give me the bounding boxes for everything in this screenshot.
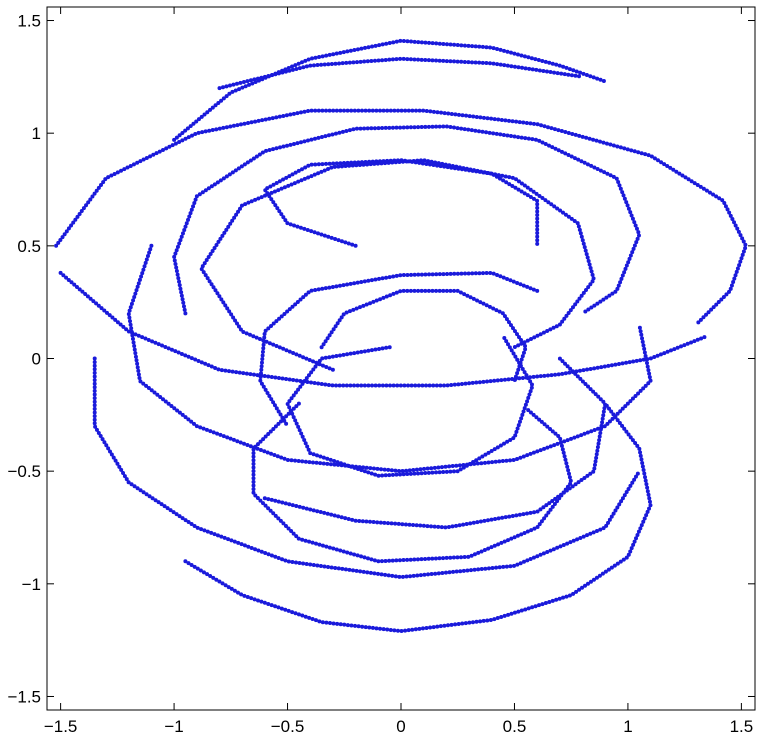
x-tick-label: 1 [623,717,632,736]
y-tick-label: 1 [32,124,41,143]
x-tick-label: −1.5 [44,717,78,736]
curve [262,356,608,530]
x-tick-label: −1 [164,717,183,736]
plot-frame [46,6,756,711]
curve [92,356,642,580]
y-tick-label: 0.5 [17,237,41,256]
curve [172,124,642,316]
x-tick-label: 1.5 [730,717,754,736]
curve [54,108,748,327]
curve [262,158,540,248]
y-tick-label: 0 [32,350,41,369]
y-tick-label: −1.5 [7,687,41,706]
y-tick-label: 1.5 [17,12,41,31]
curve [251,401,574,564]
y-tick-label: −0.5 [7,462,41,481]
y-tick-label: −1 [22,575,41,594]
curve [126,243,653,474]
x-tick-label: −0.5 [271,717,305,736]
curve [58,270,710,388]
curve [172,38,608,142]
curve [217,56,585,91]
curve [183,401,653,634]
curve [199,158,596,372]
x-tick-label: 0.5 [503,717,527,736]
curve [258,270,540,429]
curve [285,334,535,478]
x-tick-label: 0 [396,717,405,736]
curve [319,288,528,383]
